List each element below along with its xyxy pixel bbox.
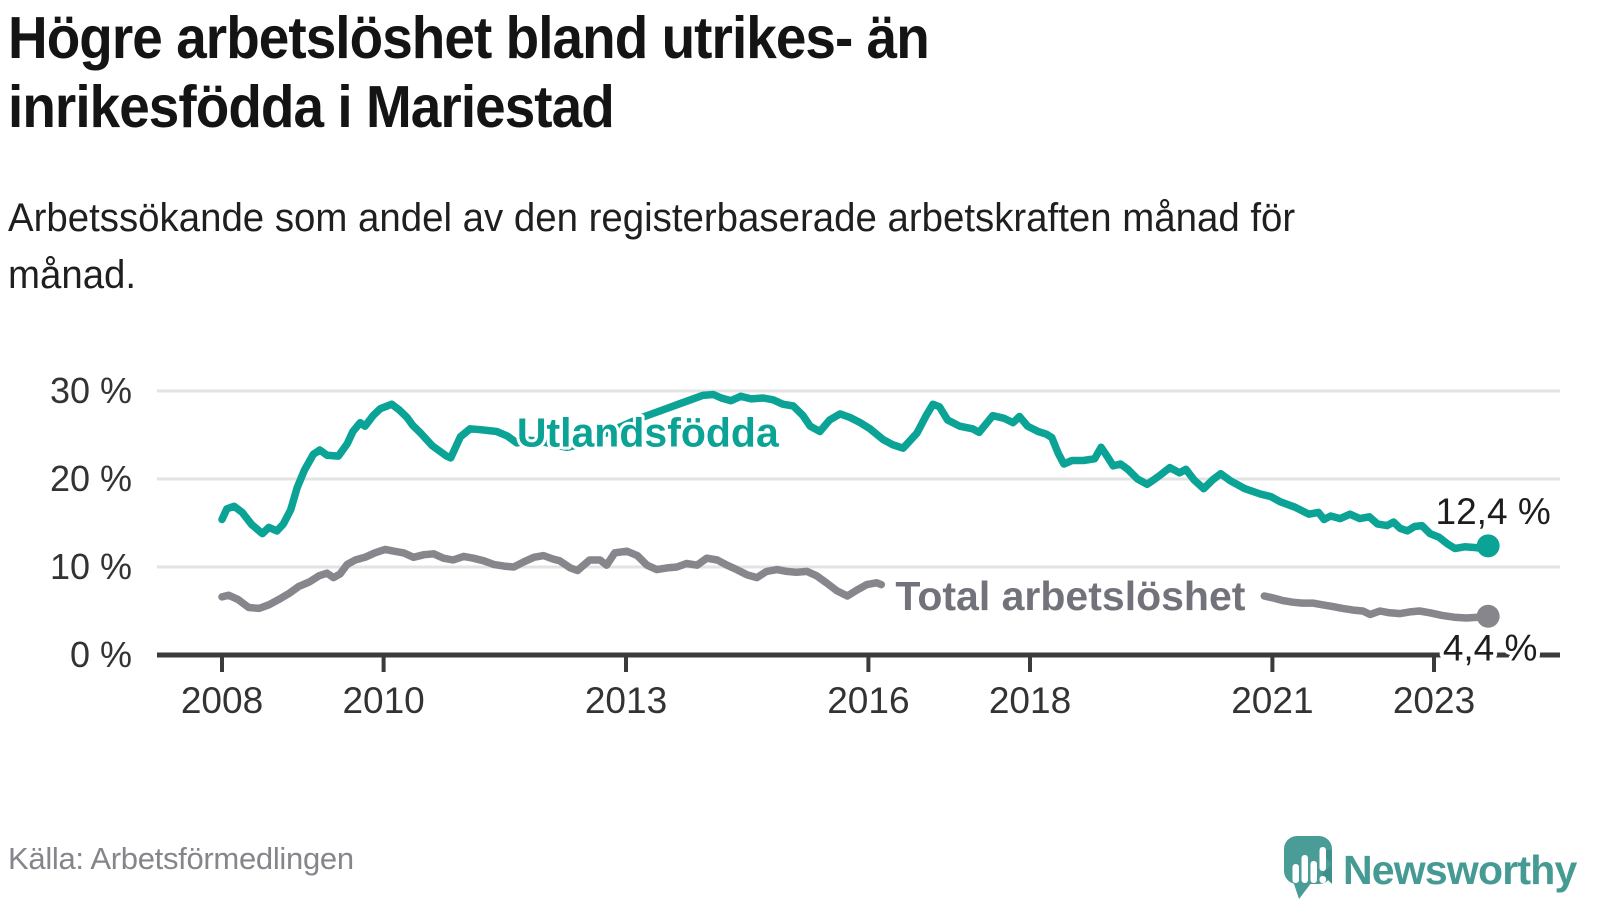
speech-bubble-chart-icon: [1284, 836, 1332, 899]
x-axis-label-2023: 2023: [1393, 680, 1475, 721]
x-axis-label-2018: 2018: [989, 680, 1071, 721]
x-axis-label-2008: 2008: [181, 680, 263, 721]
x-axis-label-2013: 2013: [585, 680, 667, 721]
source-note: Källa: Arbetsförmedlingen: [8, 841, 354, 876]
series-end-dot-total: [1476, 604, 1500, 628]
y-axis-label-20: 20 %: [50, 458, 132, 499]
x-axis-label-2016: 2016: [827, 680, 909, 721]
series-line-utlandsfodda: [218, 390, 1492, 553]
y-axis-label-10: 10 %: [50, 546, 132, 587]
series-end-dot-utlandsfodda: [1476, 534, 1500, 558]
series-line-total-seg1: [218, 545, 886, 613]
page-title: Högre arbetslöshet bland utrikes- än inr…: [8, 5, 930, 141]
y-axis-label-0: 0 %: [70, 634, 132, 675]
x-axis-label-2010: 2010: [342, 680, 424, 721]
newsworthy-logo: Newsworthy: [1283, 833, 1600, 900]
brand-name: Newsworthy: [1343, 847, 1577, 893]
series-label-total: Total arbetslöshet: [895, 573, 1245, 619]
y-axis-label-30: 30 %: [50, 370, 132, 411]
page-subtitle: Arbetssökande som andel av den registerb…: [8, 196, 1296, 297]
series-line-total-seg2: [1260, 592, 1492, 622]
value-label-total: 4,4 %: [1443, 627, 1538, 668]
series-label-utlandsfodda: Utlandsfödda: [517, 409, 780, 455]
x-axis-label-2021: 2021: [1231, 680, 1313, 721]
newsworthy-logo-icon: [1284, 836, 1332, 899]
value-label-utlandsfodda: 12,4 %: [1436, 491, 1551, 532]
